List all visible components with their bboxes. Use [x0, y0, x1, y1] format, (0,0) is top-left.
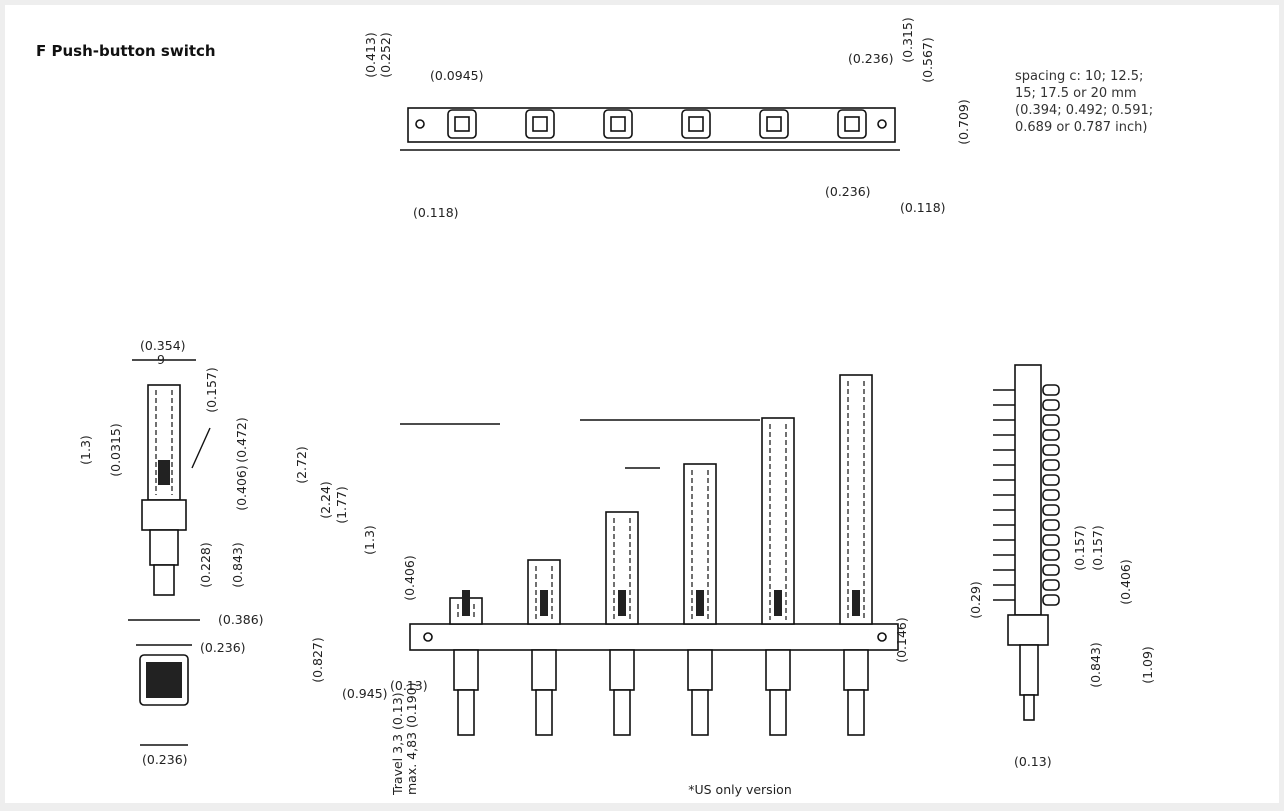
shape — [696, 590, 704, 616]
shape — [1042, 474, 1060, 486]
shape — [609, 649, 635, 691]
shape — [877, 632, 887, 642]
shape — [462, 590, 470, 616]
title: F Push-button switch — [36, 42, 216, 60]
shape — [1042, 579, 1060, 591]
dim-label: (1.77) — [334, 486, 349, 524]
shape — [1042, 429, 1060, 441]
dim-label: (0.827) — [310, 637, 325, 683]
shape — [687, 649, 713, 691]
dim-label: (0.228) — [198, 542, 213, 588]
shape — [1042, 399, 1060, 411]
dim-label: (0.406) — [402, 555, 417, 601]
dim-label: (0.0945) — [430, 68, 484, 83]
dim-label: (2.72) — [294, 446, 309, 484]
dim-label: (0.472) — [234, 417, 249, 463]
dim-label: (2.24) — [318, 481, 333, 519]
dim-label: (0.236) — [142, 752, 188, 767]
shape — [847, 689, 865, 736]
shape — [761, 417, 795, 625]
note-line: 15; 17.5 or 20 mm — [1015, 86, 1137, 101]
dim-label: (0.406) — [1118, 559, 1133, 605]
dim-label: (0.843) — [230, 542, 245, 588]
shape — [691, 689, 709, 736]
dim-label: (0.709) — [956, 99, 971, 145]
dim-label: (0.236) — [825, 184, 871, 199]
shape — [1042, 414, 1060, 426]
dim-label: (0.157) — [1090, 525, 1105, 571]
shape — [1042, 504, 1060, 516]
dim-label: (0.118) — [413, 205, 459, 220]
dim-label: (0.252) — [378, 32, 393, 78]
shape — [610, 116, 626, 132]
dim-label: (0.236) — [200, 640, 246, 655]
dim-label: (0.157) — [1072, 525, 1087, 571]
dim-label: (0.0315) — [108, 423, 123, 477]
dim-label: (0.146) — [894, 617, 909, 663]
dim-label: (0.13) — [1014, 754, 1052, 769]
shape — [535, 689, 553, 736]
shape — [532, 116, 548, 132]
dim-label: (0.386) — [218, 612, 264, 627]
side-view: (0.354) 9 (0.157) (1.3) (0.0315) (0.472)… — [78, 338, 264, 767]
dim-label: (0.945) — [342, 686, 388, 701]
dim-label: (0.118) — [900, 200, 946, 215]
spacing-note: spacing c: 10; 12.5; 15; 17.5 or 20 mm (… — [1015, 69, 1153, 135]
travel-label: Travel 3,3 (0.13) — [390, 692, 405, 796]
travel-label: max. 4,83 (0.190) — [404, 682, 419, 795]
dim-label: (0.567) — [920, 37, 935, 83]
shape — [844, 116, 860, 132]
dim-label: (0.406) — [234, 465, 249, 511]
shape — [457, 689, 475, 736]
shape — [1042, 459, 1060, 471]
dim-label: (0.29) — [968, 581, 983, 619]
note-line: spacing c: 10; 12.5; — [1015, 69, 1143, 84]
shape — [1042, 489, 1060, 501]
shape — [454, 116, 470, 132]
shape — [1042, 564, 1060, 576]
shape — [540, 590, 548, 616]
dim-label: (0.13) — [390, 678, 428, 693]
end-view: (0.29) (0.157) (0.157) (0.406) (0.843) (… — [968, 364, 1155, 769]
shape — [852, 590, 860, 616]
footnote: *US only version — [688, 782, 792, 797]
dim-label: (0.843) — [1088, 642, 1103, 688]
dim-label: (0.236) — [848, 51, 894, 66]
shape — [774, 590, 782, 616]
shape — [531, 649, 557, 691]
dim-label: (0.315) — [900, 17, 915, 63]
dim-label: (0.413) — [363, 32, 378, 78]
shape — [1042, 534, 1060, 546]
shape — [1042, 384, 1060, 396]
dim-label: (1.09) — [1140, 646, 1155, 684]
shape — [1042, 594, 1060, 606]
shape — [618, 590, 626, 616]
shape — [1042, 444, 1060, 456]
shape — [843, 649, 869, 691]
shape — [688, 116, 704, 132]
top-view: (0.413) (0.252) (0.0945) (0.236) (0.315)… — [363, 17, 971, 220]
shape — [839, 374, 873, 625]
note-line: 0.689 or 0.787 inch) — [1015, 120, 1147, 135]
shape — [1042, 519, 1060, 531]
shape — [766, 116, 782, 132]
shape — [613, 689, 631, 736]
shape — [877, 119, 887, 129]
shape — [423, 632, 433, 642]
note-line: (0.394; 0.492; 0.591; — [1015, 103, 1153, 118]
dim-label: 9 — [157, 352, 165, 367]
dim-label: (1.3) — [78, 435, 93, 465]
shape — [1042, 549, 1060, 561]
dim-label: (0.354) — [140, 338, 186, 353]
dim-label: (0.157) — [204, 367, 219, 413]
shape — [769, 689, 787, 736]
shape — [765, 649, 791, 691]
shape — [415, 119, 425, 129]
shape — [453, 649, 479, 691]
front-view: (2.72) (2.24) (1.77) (1.3) (0.406) (0.82… — [294, 374, 909, 796]
dim-label: (1.3) — [362, 525, 377, 555]
